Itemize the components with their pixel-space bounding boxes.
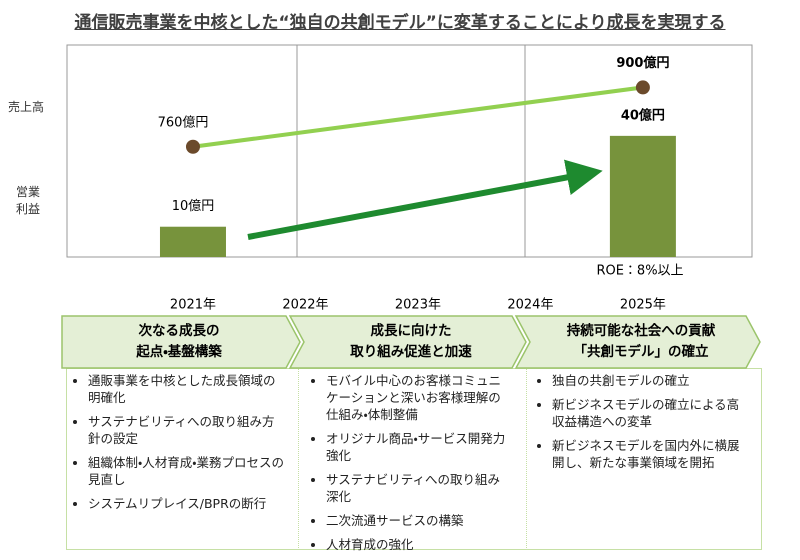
bar [609,135,676,257]
series-label: 営業利益 [16,185,41,216]
phase-title: 成長に向けた [371,322,452,339]
separator [298,368,299,548]
bullet-item: 人材育成の強化 [326,536,512,553]
phase-title: 持続可能な社会への貢献 [567,322,716,339]
data-label: 40億円 [621,107,665,123]
x-tick-label: 2025年 [620,298,666,313]
line [192,85,644,149]
phase-title: 「共創モデル」の確立 [574,343,709,360]
phase-title: 起点・基盤構築 [135,343,222,360]
bar [159,226,226,257]
annotation: ROE：8%以上 [596,264,683,279]
plot-frame [66,44,753,258]
phase-list: 通販事業を中核とした成長領域の明確化サステナビリティへの取り組み方針の設定組織体… [70,372,286,519]
bullet-item: 通販事業を中核とした成長領域の明確化 [88,372,286,406]
separator [526,368,527,548]
bullet-item: 独自の共創モデルの確立 [552,372,746,389]
data-label: 10億円 [172,199,215,214]
series-label: 売上高 [8,100,45,114]
bullet-list: 通販事業を中核とした成長領域の明確化サステナビリティへの取り組み方針の設定組織体… [70,372,286,512]
bullet-item: モバイル中心のお客様コミュニケーションと深いお客様理解の仕組み・体制整備 [326,372,512,423]
bullet-item: 新ビジネスモデルの確立による高収益構造への変革 [552,396,746,430]
x-tick-label: 2021年 [170,298,216,313]
bullet-item: サステナビリティへの取り組み深化 [326,471,512,505]
growth-arrow [247,159,603,240]
marker [185,139,200,154]
bullet-item: 組織体制・人材育成・業務プロセスの見直し [88,454,286,488]
data-label: 900億円 [616,55,669,71]
phase-header [514,315,761,369]
bullet-list: 独自の共創モデルの確立新ビジネスモデルの確立による高収益構造への変革新ビジネスモ… [534,372,746,471]
bullet-item: オリジナル商品・サービス開発力強化 [326,430,512,464]
phase-title: 取り組み促進と加速 [350,343,472,360]
x-tick-label: 2022年 [282,298,328,313]
chart: 2021年 2022年 2023年 2024年 2025年 760億円 900億円 10億円 4… [61,44,761,369]
bullet-list: モバイル中心のお客様コミュニケーションと深いお客様理解の仕組み・体制整備オリジナ… [308,372,512,553]
bullet-item: 新ビジネスモデルを国内外に横展開し、新たな事業領域を開拓 [552,437,746,471]
phase-list: モバイル中心のお客様コミュニケーションと深いお客様理解の仕組み・体制整備オリジナ… [308,372,512,560]
bullet-item: 二次流通サービスの構築 [326,512,512,529]
phase-list: 独自の共創モデルの確立新ビジネスモデルの確立による高収益構造への変革新ビジネスモ… [534,372,746,478]
phase-header [288,315,527,369]
slide-title: 通信販売事業を中核とした“独自の共創モデル”に変革することにより成長を実現する [74,13,726,33]
phase-title: 次なる成長の [139,322,220,339]
bullet-item: システムリプレイス/BPRの断行 [88,495,286,512]
x-tick-label: 2023年 [395,298,441,313]
bullet-item: サステナビリティへの取り組み方針の設定 [88,413,286,447]
x-tick-label: 2024年 [507,298,553,313]
phase-header [61,315,301,369]
data-label: 760億円 [158,115,209,130]
marker [635,80,650,95]
